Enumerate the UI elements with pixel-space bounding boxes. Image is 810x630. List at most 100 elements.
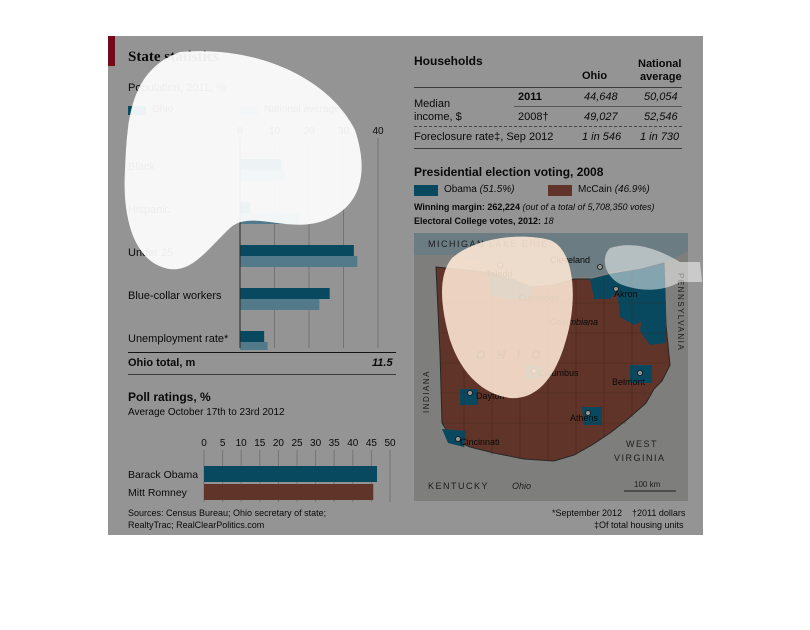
population-category-label: Unemployment rate* (128, 333, 229, 345)
county-mahoning (640, 311, 666, 345)
median-ohio-2008: 49,027 (584, 111, 618, 123)
city-cleveland: Cleveland (550, 255, 590, 265)
legend-national: National average (264, 104, 340, 115)
city-dot-belmont (637, 370, 643, 376)
poll-tick-label: 45 (366, 438, 378, 449)
median-label-1: Median (414, 98, 451, 110)
infographic: State statistics Population, 2011, % Ohi… (108, 36, 703, 535)
page-title: State statistics (128, 49, 220, 65)
ohio-total-label: Ohio total, m (128, 357, 196, 369)
median-label-2: income, $ (414, 111, 462, 123)
mccain-pct: (46.9%) (614, 184, 650, 195)
mccain-legend: McCain (46.9%) (578, 184, 650, 195)
obama-label: Obama (444, 184, 477, 195)
population-bar-national (240, 213, 299, 224)
election-title: Presidential election voting, 2008 (414, 165, 604, 179)
city-columbus: Columbus (538, 368, 579, 378)
median-national-2008: 52,546 (644, 111, 678, 123)
legend-national-swatch (240, 106, 258, 115)
median-year-2008: 2008† (518, 111, 549, 123)
poll-tick-label: 40 (347, 438, 359, 449)
city-dot-toledo (497, 262, 503, 268)
city-dayton: Dayton (476, 391, 505, 401)
population-bar-ohio (240, 202, 251, 213)
margin-detail: (out of a total of 5,708,350 votes) (522, 202, 655, 212)
population-tick-label: 0 (237, 126, 243, 137)
map-indiana-label: INDIANA (422, 370, 431, 413)
population-bar-national (240, 256, 358, 267)
households-title: Households (414, 54, 483, 68)
legend-ohio: Ohio (152, 104, 174, 115)
obama-pct: (51.5%) (479, 184, 515, 195)
population-category-label: Blue-collar workers (128, 290, 222, 302)
map-ohio-river-label: Ohio (512, 481, 531, 491)
footnote-1: *September 2012 (552, 508, 623, 518)
section-marker (108, 36, 115, 66)
population-tick-label: 30 (338, 126, 350, 137)
foreclosure-national: 1 in 730 (640, 131, 680, 143)
county-hamilton (442, 429, 466, 447)
households-col-ohio: Ohio (582, 70, 608, 82)
population-tick-label: 20 (303, 126, 315, 137)
sources-line-2: RealtyTrac; RealClearPolitics.com (128, 520, 265, 530)
poll-subtitle: Average October 17th to 23rd 2012 (128, 407, 285, 418)
footnote-3: ‡Of total housing units (594, 520, 684, 530)
ohio-total-value: 11.5 (372, 357, 393, 369)
population-bar-ohio (240, 288, 330, 299)
ec-label: Electoral College votes, 2012: (414, 216, 542, 226)
ohio-map: MICHIGAN LAKE ERIE O H I O INDIANA PENNS… (414, 233, 688, 501)
map-west-virginia-label-1: WEST (626, 439, 658, 449)
county-cuyahoga-label: Cuyahoga (518, 293, 559, 303)
poll-tick-label: 50 (384, 438, 396, 449)
city-dot-columbus (531, 368, 537, 374)
foreclosure-ohio: 1 in 546 (582, 131, 622, 143)
divider (514, 106, 682, 107)
mccain-swatch (548, 185, 572, 196)
population-bar-ohio (240, 159, 282, 170)
population-tick-label: 40 (372, 126, 384, 137)
poll-category-label: Barack Obama (128, 469, 198, 481)
foreclosure-label: Foreclosure rate‡, Sep 2012 (414, 131, 554, 143)
population-category-label: Black (128, 161, 155, 173)
county-columbiana-label: Columbiana (550, 317, 598, 327)
population-subtitle: Population, 2011, % (128, 82, 226, 94)
map-scale-label: 100 km (634, 480, 661, 489)
city-athens: Athens (570, 413, 599, 423)
electoral-votes: Electoral College votes, 2012: 18 (414, 216, 554, 226)
city-dot-athens (585, 410, 591, 416)
margin-label: Winning margin: 262,224 (414, 202, 520, 212)
poll-bar (204, 484, 374, 500)
median-ohio-2011: 44,648 (584, 91, 618, 103)
population-bar-ohio (240, 331, 265, 342)
population-chart: 0 10 20 30 40 Black Hispanic Under 25 Blue-colla… (128, 126, 384, 350)
poll-tick-label: 35 (329, 438, 341, 449)
divider (414, 148, 682, 149)
city-belmont: Belmont (612, 377, 646, 387)
poll-bar (204, 466, 377, 482)
population-bar-national (240, 299, 320, 310)
population-bar-national (240, 170, 285, 181)
households-col-national-1: National (638, 58, 682, 70)
divider (128, 374, 396, 375)
divider (414, 126, 682, 127)
poll-tick-label: 15 (254, 438, 266, 449)
households-col-national-2: average (640, 71, 682, 83)
city-dot-cincinnati (455, 436, 461, 442)
poll-title: Poll ratings, % (128, 390, 211, 404)
city-dot-cleveland (597, 264, 603, 270)
poll-tick-label: 30 (310, 438, 322, 449)
poll-tick-label: 20 (273, 438, 285, 449)
map-state-label: O H I O (476, 348, 545, 362)
population-tick-label: 10 (269, 126, 281, 137)
poll-tick-label: 10 (236, 438, 248, 449)
poll-category-label: Mitt Romney (128, 487, 188, 499)
mccain-label: McCain (578, 184, 612, 195)
poll-chart: 0 5 10 15 20 25 30 35 40 45 50 Barack Obama Mitt Rom… (128, 438, 396, 502)
city-dot-dayton (467, 390, 473, 396)
map-lake-label: MICHIGAN LAKE ERIE (428, 239, 549, 249)
winning-margin: Winning margin: 262,224 (out of a total … (414, 202, 655, 212)
city-akron: Akron (614, 289, 638, 299)
poll-tick-label: 5 (220, 438, 226, 449)
city-cincinnati: Cincinnati (460, 437, 500, 447)
population-bar-ohio (240, 245, 354, 256)
